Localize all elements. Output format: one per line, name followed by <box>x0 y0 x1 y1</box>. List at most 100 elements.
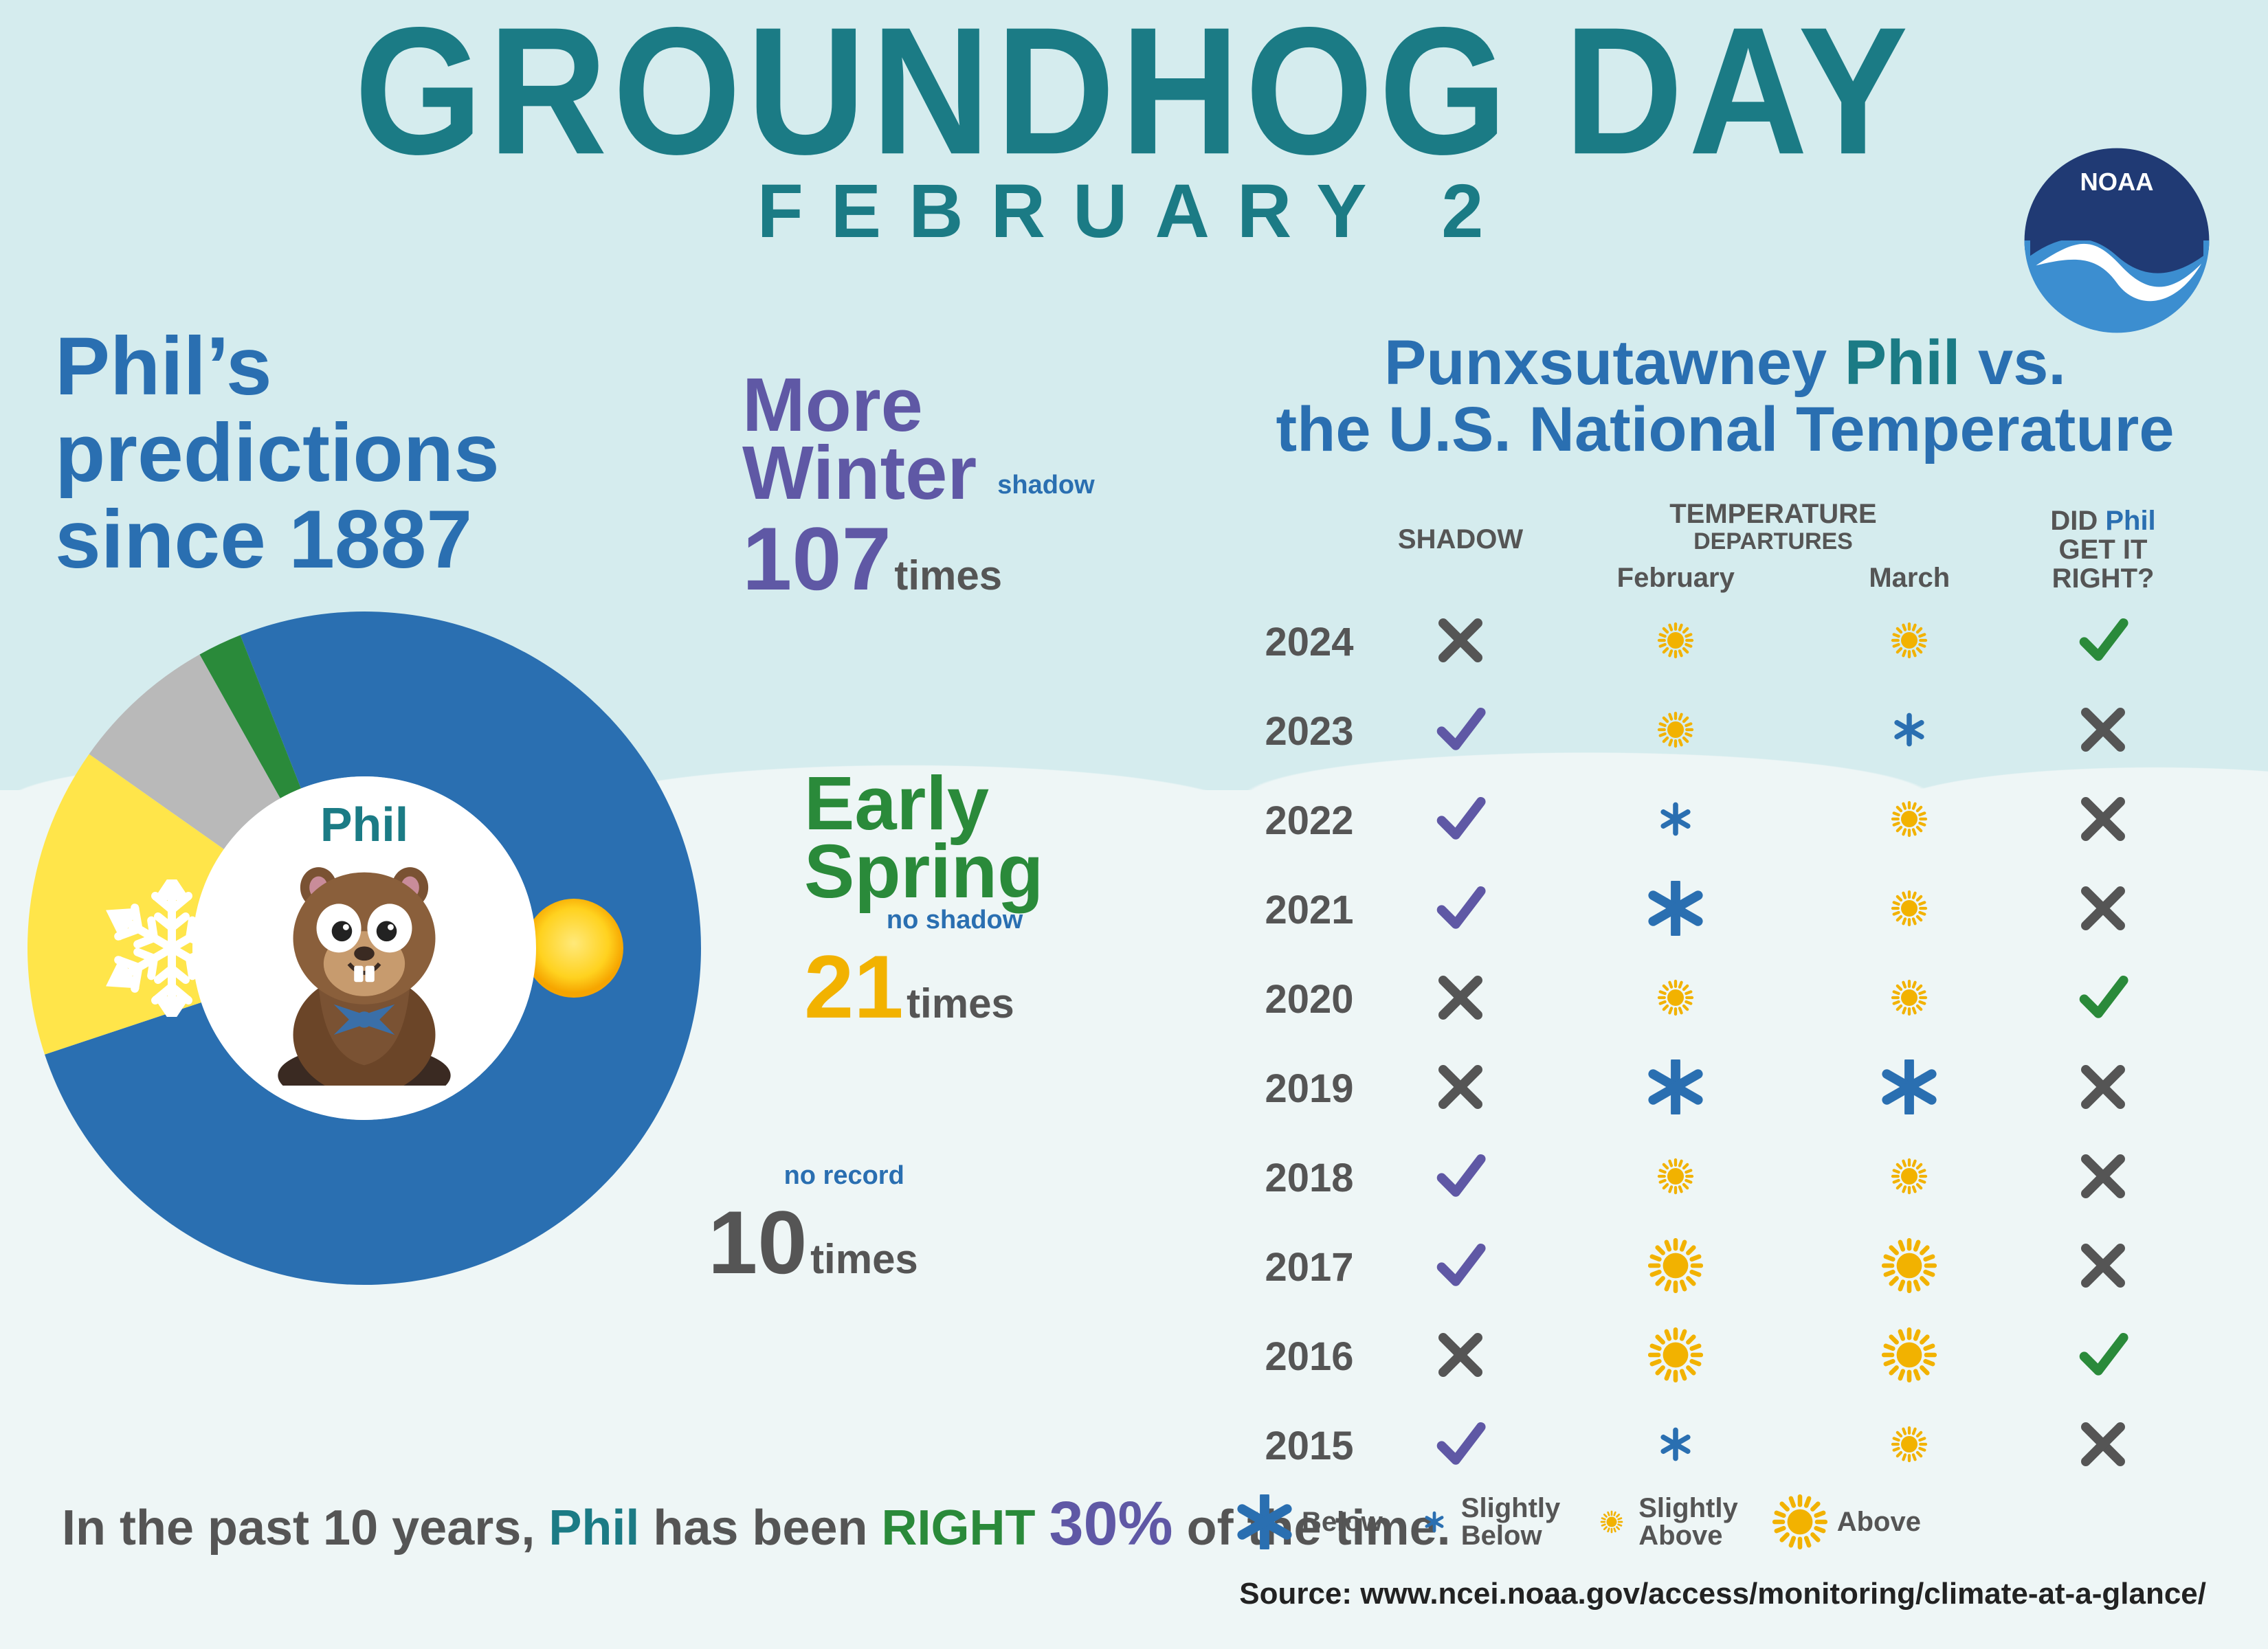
x-icon <box>1433 1327 1488 1382</box>
table-row: 2017 <box>1237 1222 2199 1312</box>
cell-feb <box>1539 1401 1812 1490</box>
temp-icon <box>1648 613 1703 668</box>
check-icon <box>1433 1149 1488 1204</box>
x-icon <box>2076 1238 2131 1293</box>
rh-1c: vs. <box>1960 328 2065 398</box>
th-c3: GET IT <box>2059 535 2148 565</box>
temp-icon <box>1882 1059 1937 1114</box>
check-icon <box>2076 613 2131 668</box>
check-icon <box>1433 881 1488 936</box>
rh-1b: Phil <box>1845 328 1961 398</box>
x-icon <box>1433 613 1488 668</box>
noaa-logo: NOAA <box>2021 144 2213 337</box>
check-icon <box>2076 970 2131 1025</box>
cell-correct <box>2007 776 2199 865</box>
cell-mar <box>1812 1401 2007 1490</box>
bl-right: RIGHT <box>881 1501 1049 1556</box>
donut-center-label: Phil <box>320 797 408 852</box>
temp-icon <box>1882 1238 1937 1293</box>
right-heading: Punxsutawney Phil vs. the U.S. National … <box>1237 330 2213 462</box>
noaa-text: NOAA <box>2080 168 2153 196</box>
check-icon <box>1433 1238 1488 1293</box>
legend: Below Slightly Below Slightly Above Abov… <box>1237 1494 2220 1549</box>
lg-below-label: Below <box>1302 1507 1383 1538</box>
cell-shadow <box>1381 1222 1539 1312</box>
lh-l3: since 1887 <box>55 493 472 585</box>
temp-icon <box>1882 702 1937 757</box>
th-shadow: SHADOW <box>1381 495 1539 559</box>
comparison-table: SHADOW TEMPERATURE DEPARTURES DID Phil G… <box>1237 495 2199 1490</box>
cell-correct <box>2007 865 2199 954</box>
cell-mar <box>1812 954 2007 1044</box>
x-icon <box>2076 1059 2131 1114</box>
cell-shadow <box>1381 597 1539 686</box>
check-icon <box>1433 1417 1488 1472</box>
table-row: 2024 <box>1237 597 2199 686</box>
x-icon <box>2076 881 2131 936</box>
lh-l2: predictions <box>55 407 500 499</box>
x-icon <box>1433 970 1488 1025</box>
bl-pct: 30% <box>1049 1490 1172 1558</box>
th-dep: TEMPERATURE DEPARTURES <box>1539 495 2007 559</box>
x-icon <box>2076 792 2131 846</box>
check-icon <box>1433 702 1488 757</box>
cell-mar <box>1812 1044 2007 1133</box>
kpi-winter-l2: Winter <box>742 439 977 507</box>
cell-feb <box>1539 954 1812 1044</box>
kpi-winter-small: shadow <box>997 471 1094 500</box>
cell-shadow <box>1381 776 1539 865</box>
cell-feb <box>1539 686 1812 776</box>
lg-sbelow-label: Slightly Below <box>1461 1494 1560 1549</box>
th-c4: RIGHT? <box>2052 563 2155 594</box>
kpi-winter-l1: More <box>742 371 1095 439</box>
table-row: 2020 <box>1237 954 2199 1044</box>
cell-mar <box>1812 1312 2007 1401</box>
cell-mar <box>1812 597 2007 686</box>
table-row: 2019 <box>1237 1044 2199 1133</box>
legend-above: Above <box>1772 1494 1921 1549</box>
cell-mar <box>1812 1133 2007 1222</box>
temp-icon <box>1882 792 1937 846</box>
cell-shadow <box>1381 1044 1539 1133</box>
temp-icon <box>1648 881 1703 936</box>
th-mar: March <box>1812 559 2007 597</box>
groundhog-icon <box>261 852 467 1086</box>
kpi-spring-l2: Spring <box>804 838 1043 906</box>
table-row: 2021 <box>1237 865 2199 954</box>
source-url: www.ncei.noaa.gov/access/monitoring/clim… <box>1360 1577 2206 1611</box>
th-c2: Phil <box>2105 506 2155 536</box>
cell-shadow <box>1381 686 1539 776</box>
cell-feb <box>1539 1222 1812 1312</box>
table-row: 2023 <box>1237 686 2199 776</box>
temp-icon <box>1648 1417 1703 1472</box>
legend-below: Below <box>1237 1494 1383 1549</box>
cell-feb <box>1539 865 1812 954</box>
cell-year: 2020 <box>1237 954 1381 1044</box>
temp-icon <box>1648 702 1703 757</box>
cell-year: 2024 <box>1237 597 1381 686</box>
cell-correct <box>2007 1401 2199 1490</box>
kpi-norec-unit: times <box>810 1236 918 1282</box>
cell-year: 2021 <box>1237 865 1381 954</box>
kpi-winter: More Winter shadow 107 times <box>742 371 1095 610</box>
cell-mar <box>1812 686 2007 776</box>
kpi-spring-num: 21 <box>804 935 904 1038</box>
source-line: Source: www.ncei.noaa.gov/access/monitor… <box>1239 1577 2206 1611</box>
cell-feb <box>1539 1044 1812 1133</box>
cell-correct <box>2007 954 2199 1044</box>
cell-shadow <box>1381 954 1539 1044</box>
bl-mid: has been <box>639 1501 881 1556</box>
table-row: 2015 <box>1237 1401 2199 1490</box>
temp-icon <box>1648 1149 1703 1204</box>
kpi-winter-num: 107 <box>742 507 891 610</box>
cell-year: 2017 <box>1237 1222 1381 1312</box>
cell-year: 2023 <box>1237 686 1381 776</box>
cell-correct <box>2007 686 2199 776</box>
source-label: Source: <box>1239 1577 1360 1611</box>
kpi-winter-unit: times <box>894 552 1002 598</box>
cell-shadow <box>1381 1312 1539 1401</box>
table-row: 2018 <box>1237 1133 2199 1222</box>
temp-icon <box>1882 970 1937 1025</box>
th-c1: DID <box>2050 506 2098 536</box>
th-correct: DID Phil GET IT RIGHT? <box>2007 495 2199 597</box>
